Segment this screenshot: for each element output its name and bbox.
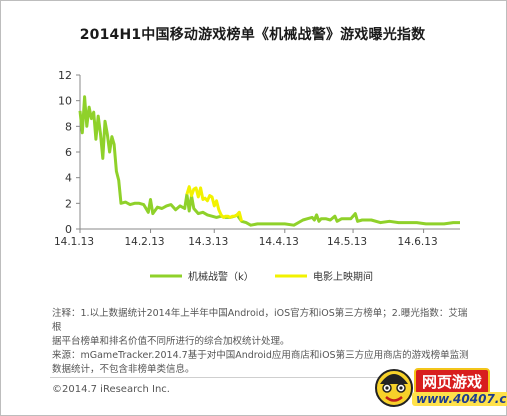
y-tick-label: 6	[65, 146, 72, 159]
x-tick-label: 14.4.13	[259, 236, 299, 248]
series-line-movie-period	[185, 185, 244, 222]
y-tick-label: 2	[65, 197, 72, 210]
x-tick-label: 14.3.13	[188, 236, 228, 248]
chart-notes: 注释：1.以上数据统计2014年上半年中国Android，iOS官方和iOS第三…	[52, 307, 472, 377]
x-tick-label: 14.5.13	[327, 236, 367, 248]
y-tick-label: 10	[58, 95, 72, 108]
note-line-4: 数据统计，不包含非榜单类信息。	[52, 364, 195, 375]
x-tick-label: 14.2.13	[124, 236, 164, 248]
y-tick-label: 12	[58, 69, 72, 82]
chart-title: 2014H1中国移动游戏榜单《机械战警》游戏曝光指数	[79, 27, 426, 43]
y-tick-label: 4	[65, 172, 72, 185]
mascot-icon	[375, 369, 413, 407]
series-line-robocop	[78, 95, 460, 227]
series-layer	[78, 95, 460, 227]
legend: 机械战警（k） 电影上映期间	[150, 270, 373, 283]
x-tick-label: 14.6.13	[398, 236, 438, 248]
site-logo: 网页游戏 www.40407.com	[372, 364, 507, 414]
chart-axes: 0 2 4 6 8 10 12 14.1.13 14.2.13 14.3.13 14.4.13 14.…	[54, 69, 460, 248]
logo-title: 网页游戏	[414, 368, 491, 395]
copyright-text: ©2014.7 iResearch Inc.	[52, 384, 170, 395]
note-line-3: 来源：mGameTracker.2014.7基于对中国Android应用商店和i…	[52, 350, 469, 361]
divider	[50, 377, 380, 378]
y-tick-label: 0	[65, 223, 72, 236]
legend-label-robocop: 机械战警（k）	[188, 270, 254, 283]
x-tick-label: 14.1.13	[54, 236, 94, 248]
y-tick-label: 8	[65, 120, 72, 133]
note-line-2: 据平台榜单和排名价值不同所进行的综合加权统计处理。	[52, 336, 290, 347]
logo-url: www.40407.com	[412, 392, 507, 406]
note-line-1: 注释：1.以上数据统计2014年上半年中国Android，iOS官方和iOS第三…	[52, 308, 468, 333]
legend-label-movie: 电影上映期间	[313, 270, 373, 283]
